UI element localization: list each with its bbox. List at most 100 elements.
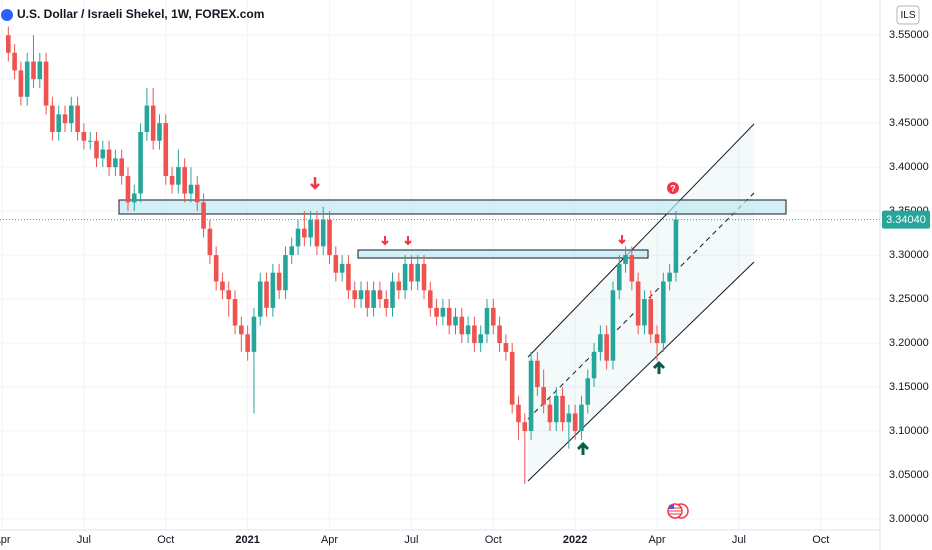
candle-body	[339, 263, 345, 273]
candle-body	[308, 219, 313, 238]
last-price-label: 3.34040	[886, 214, 926, 226]
candle-body	[283, 255, 288, 291]
up-arrows	[576, 360, 666, 455]
candles	[0, 26, 880, 484]
question-icon	[667, 182, 679, 194]
y-tick-label: 3.30000	[889, 249, 929, 261]
candle-body	[642, 299, 647, 326]
candle-body	[62, 114, 68, 124]
candle-body	[94, 140, 99, 159]
candle-body	[541, 387, 546, 405]
candle-body	[232, 299, 238, 326]
candle-body	[289, 246, 295, 256]
candle-body	[113, 158, 118, 168]
candle-body	[320, 219, 326, 247]
candle-body	[194, 184, 200, 203]
last-price-box	[882, 210, 930, 229]
y-tick-label: 3.00000	[889, 513, 929, 525]
channel-lower	[527, 261, 755, 482]
symbol-icon	[1, 9, 13, 21]
resistance-zone	[118, 199, 787, 215]
question-mark: ?	[670, 183, 676, 193]
candle-body	[472, 325, 477, 344]
candle-body	[125, 175, 131, 203]
candle-body	[490, 307, 496, 326]
candle-body	[138, 131, 143, 194]
candle-body	[358, 290, 364, 300]
candle-body	[591, 351, 597, 379]
candle-body	[163, 123, 169, 176]
currency-label[interactable]: ILS	[900, 10, 915, 21]
candle-body	[264, 281, 269, 308]
candle-body	[434, 307, 439, 317]
candle-body	[346, 263, 351, 291]
candle-body	[604, 334, 609, 361]
candle-body	[75, 105, 80, 132]
candle-body	[616, 263, 622, 291]
currency-button[interactable]	[896, 5, 920, 25]
candle-body	[535, 360, 540, 388]
candle-body	[106, 149, 112, 168]
candle-body	[585, 378, 591, 405]
candle-body	[453, 316, 458, 326]
candle-body	[484, 307, 490, 335]
channel-upper	[527, 123, 755, 358]
candle-body	[516, 404, 521, 423]
x-tick-label: Apr	[0, 534, 11, 546]
candle-body	[478, 334, 483, 344]
candle-body	[654, 334, 660, 344]
y-tick-label: 3.50000	[889, 73, 929, 85]
x-tick-label: Jul	[77, 534, 91, 546]
candle-body	[446, 307, 452, 326]
candle-body	[528, 360, 534, 432]
candle-body	[87, 140, 93, 142]
y-tick-label: 3.20000	[889, 337, 929, 349]
candle-body	[352, 290, 358, 300]
candle-body	[673, 219, 679, 273]
x-tick-label: Oct	[485, 534, 502, 546]
candle-body	[43, 61, 49, 106]
candle-body	[579, 404, 584, 432]
candle-body	[157, 123, 162, 141]
candle-body	[176, 167, 181, 185]
candle-body	[81, 131, 87, 141]
candle-body	[119, 158, 124, 176]
resistance-zone-2	[357, 249, 649, 259]
candle-body	[365, 290, 370, 308]
down-arrows	[310, 177, 626, 246]
x-tick-label: 2022	[563, 534, 587, 546]
candle-body	[522, 422, 528, 432]
candle-body	[333, 255, 339, 273]
candle-body	[18, 70, 24, 97]
channel-fill	[528, 124, 754, 481]
candle-body	[661, 281, 666, 344]
candle-body	[421, 263, 427, 291]
candle-body	[213, 255, 219, 282]
candle-body	[503, 343, 509, 352]
candle-body	[459, 316, 465, 335]
candle-body	[314, 219, 320, 247]
candle-body	[37, 61, 43, 80]
price-axis-bg	[880, 0, 932, 550]
candle-body	[201, 202, 206, 229]
candle-body	[377, 290, 383, 300]
candle-body	[440, 307, 446, 317]
candle-body	[371, 290, 376, 308]
candle-body	[396, 281, 402, 291]
chart-title: U.S. Dollar / Israeli Shekel, 1W, FOREX.…	[17, 7, 264, 21]
candle-body	[428, 290, 433, 308]
y-tick-label: 3.40000	[889, 161, 929, 173]
candle-body	[131, 193, 137, 203]
candle-body	[667, 272, 672, 282]
candle-body	[648, 299, 654, 335]
candle-body	[390, 281, 395, 308]
candle-body	[245, 334, 250, 352]
x-tick-label: Oct	[157, 534, 174, 546]
candle-body	[415, 263, 421, 282]
candle-body	[24, 61, 30, 97]
axes: 3.00000 3.05000 3.10000 3.15000 3.20000 3.250…	[0, 29, 930, 546]
candle-body	[553, 395, 559, 423]
candle-body	[276, 272, 282, 291]
time-axis-bg	[0, 530, 880, 550]
